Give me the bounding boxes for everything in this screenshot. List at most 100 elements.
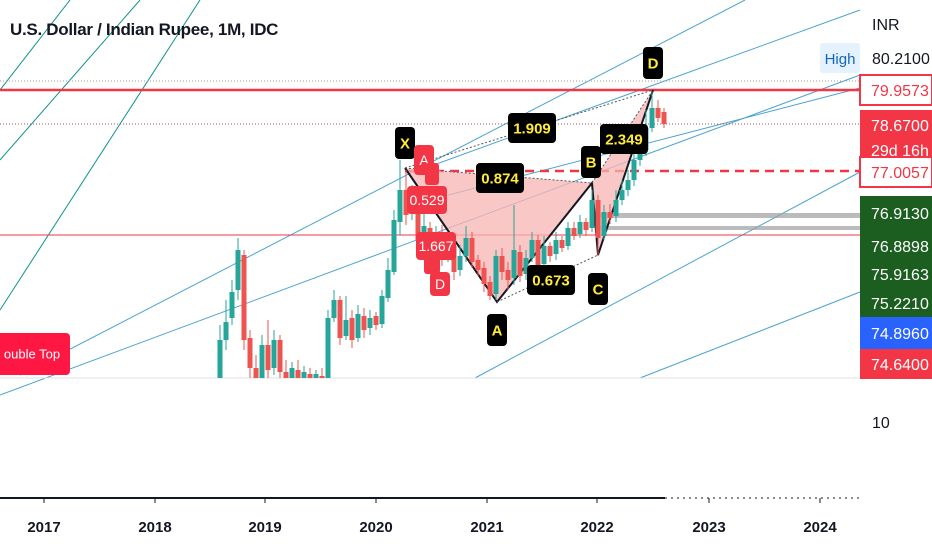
candle-body: [553, 240, 559, 254]
candle-body: [379, 296, 385, 324]
candle-body: [307, 374, 313, 378]
candle-body: [247, 338, 253, 368]
candle-body: [523, 258, 529, 274]
candle-body: [331, 300, 337, 318]
candle-body: [493, 256, 499, 294]
candle-body: [325, 318, 331, 378]
pattern-labels: XABCD1.9090.8740.6732.349A0.5291.667Doub…: [0, 47, 663, 375]
double-top-label-bg: [0, 333, 70, 375]
price-label: 76.9130: [871, 206, 929, 223]
candle-body: [457, 256, 463, 270]
candle-body: [481, 268, 487, 284]
price-label-bg: [860, 349, 932, 379]
candle-body: [541, 246, 547, 264]
x-tick-label: 2017: [27, 519, 60, 536]
pattern-point-b-text: B: [586, 154, 597, 171]
currency-label: INR: [872, 17, 900, 34]
ratio-badge-text: 2.349: [605, 131, 643, 148]
x-tick-label: 2024: [803, 519, 837, 536]
candle-body: [505, 270, 511, 280]
price-label-bg: [859, 74, 932, 106]
pattern-ratio-line: [591, 89, 654, 184]
price-label-bg: [860, 229, 932, 263]
chart-title: U.S. Dollar / Indian Rupee, 1M, IDC: [10, 20, 279, 39]
candle-body: [289, 368, 295, 378]
trendline: [474, 171, 861, 379]
price-label-bg: [860, 110, 932, 140]
pattern-point-d: D: [643, 47, 663, 79]
pattern-point-d-bg: [643, 47, 663, 79]
price-label: 79.9573: [871, 83, 929, 100]
candle-body: [217, 340, 223, 378]
ratio-badge: 0.673: [527, 265, 575, 295]
teal-line: [0, 0, 71, 91]
pattern-point-c: C: [588, 273, 608, 305]
x-tick-label: 2022: [580, 519, 613, 536]
ratio-badge-bg: [508, 113, 556, 143]
price-axis[interactable]: INR High 80.2100 79.9573 78.6700 29d 16h 77.00…: [820, 17, 932, 432]
candle-body: [415, 202, 421, 240]
candle-body: [355, 314, 361, 338]
candle-body: [529, 240, 535, 258]
candle-body: [253, 368, 259, 378]
ratio-badge-bg: [600, 124, 648, 154]
candle-body: [565, 228, 571, 246]
small-pattern-label-bg: [430, 272, 450, 296]
candle-body: [589, 200, 595, 228]
pattern-triangle-xab: [405, 168, 592, 302]
trendline: [19, 0, 746, 376]
candle-body: [385, 270, 391, 298]
candle-body: [337, 300, 343, 338]
candle-body: [577, 222, 583, 234]
candle-body: [373, 316, 379, 325]
small-pattern-label: D: [430, 272, 450, 296]
candle-body: [511, 250, 517, 278]
small-pattern-label-text: 1.667: [418, 238, 453, 254]
candle-body: [241, 255, 247, 340]
price-label-bg: [860, 196, 932, 230]
price-label: 77.0057: [871, 165, 929, 182]
ratio-badge-bg: [476, 163, 524, 193]
candle-body: [607, 212, 613, 218]
small-pattern-label-text: A: [419, 152, 429, 168]
candle-body: [559, 240, 565, 248]
candle-body: [301, 372, 307, 378]
candle-body: [397, 190, 403, 222]
candle-body: [499, 256, 505, 272]
candle-body: [619, 190, 625, 200]
candle-body: [349, 318, 355, 340]
pattern-point-b-bg: [581, 146, 601, 178]
candle-body: [343, 320, 349, 336]
price-label-bg: [860, 288, 932, 318]
candle-body: [271, 340, 277, 368]
grey-zone: [600, 213, 860, 218]
teal-lines: [0, 0, 201, 311]
candle-body: [631, 160, 637, 180]
pattern-point-x: X: [395, 127, 415, 159]
price-label: 75.9163: [871, 267, 929, 284]
candle-body: [571, 228, 577, 236]
candle-body: [283, 372, 289, 378]
lower-pane-value: 10: [872, 415, 890, 432]
ratio-badge-text: 1.909: [513, 120, 551, 137]
candles: [217, 92, 667, 378]
pattern-point-x-text: X: [400, 135, 410, 152]
price-label: 29d 16h: [871, 143, 929, 160]
candle-body: [613, 200, 619, 216]
candle-body: [265, 345, 271, 370]
candle-body: [625, 180, 631, 190]
pattern-point-c-text: C: [593, 281, 604, 298]
small-pattern-box: [425, 163, 439, 185]
price-label: 75.2210: [871, 296, 929, 313]
time-axis[interactable]: 2017 2018 2019 2020 2021 2022 2023 2024: [27, 498, 837, 536]
pattern-point-d-text: D: [648, 55, 659, 72]
small-pattern-label-bg: [407, 186, 447, 214]
small-pattern-label: 0.529: [407, 186, 447, 214]
candle-body: [295, 370, 301, 378]
small-pattern-label-text: 0.529: [409, 192, 444, 208]
high-badge-label: High: [825, 51, 856, 68]
price-label-bg: [860, 317, 932, 349]
pattern-point-a-text: A: [492, 322, 503, 339]
candle-body: [517, 252, 523, 276]
